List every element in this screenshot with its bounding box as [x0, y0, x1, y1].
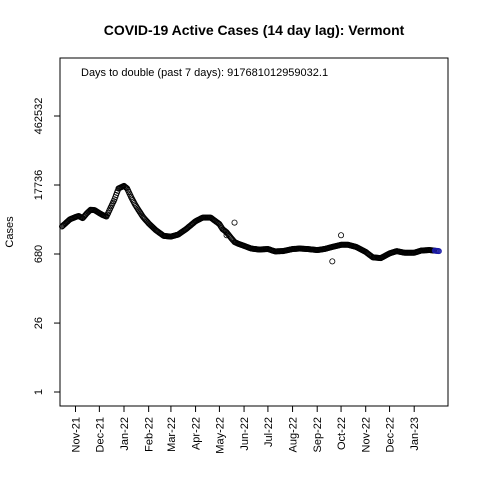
x-tick-label: Aug-22 — [288, 417, 300, 452]
x-tick-label: Dec-22 — [385, 417, 397, 452]
x-axis: Nov-21 Dec-21 Jan-22 Feb-22 Mar-22 Apr-22 May-… — [71, 406, 421, 454]
x-tick-label: Jan-23 — [409, 417, 421, 451]
outlier-point — [338, 232, 345, 239]
x-tick-label: Jan-22 — [119, 417, 131, 451]
x-tick-label: Jun-22 — [239, 417, 251, 451]
x-tick-label: May-22 — [214, 417, 226, 454]
y-tick-label: 1 — [33, 389, 45, 395]
x-tick-label: Apr-22 — [191, 417, 203, 450]
x-tick-label: Feb-22 — [144, 417, 156, 452]
y-axis-label: Cases — [4, 216, 16, 248]
x-tick-label: Nov-21 — [71, 417, 83, 452]
chart-annotation: Days to double (past 7 days): 9176810129… — [81, 67, 328, 79]
y-axis: 1 26 680 17736 462532 — [33, 58, 61, 395]
outlier-point — [231, 219, 238, 226]
outlier-point — [329, 258, 336, 265]
y-tick-label: 17736 — [33, 170, 45, 201]
outlier-point — [223, 232, 230, 239]
x-tick-label: Nov-22 — [361, 417, 373, 452]
y-tick-label: 680 — [33, 245, 45, 263]
x-tick-label: Mar-22 — [166, 417, 178, 452]
data-points — [59, 182, 442, 265]
chart-title: COVID-19 Active Cases (14 day lag): Verm… — [104, 22, 405, 38]
x-tick-label: Oct-22 — [336, 417, 348, 450]
plot-frame — [59, 57, 449, 407]
x-tick-label: Sep-22 — [312, 417, 324, 452]
x-tick-label: Jul-22 — [263, 417, 275, 447]
x-tick-label: Dec-21 — [94, 417, 106, 452]
y-tick-label: 26 — [33, 317, 45, 329]
y-tick-label: 462532 — [33, 98, 45, 135]
data-point — [435, 248, 442, 255]
